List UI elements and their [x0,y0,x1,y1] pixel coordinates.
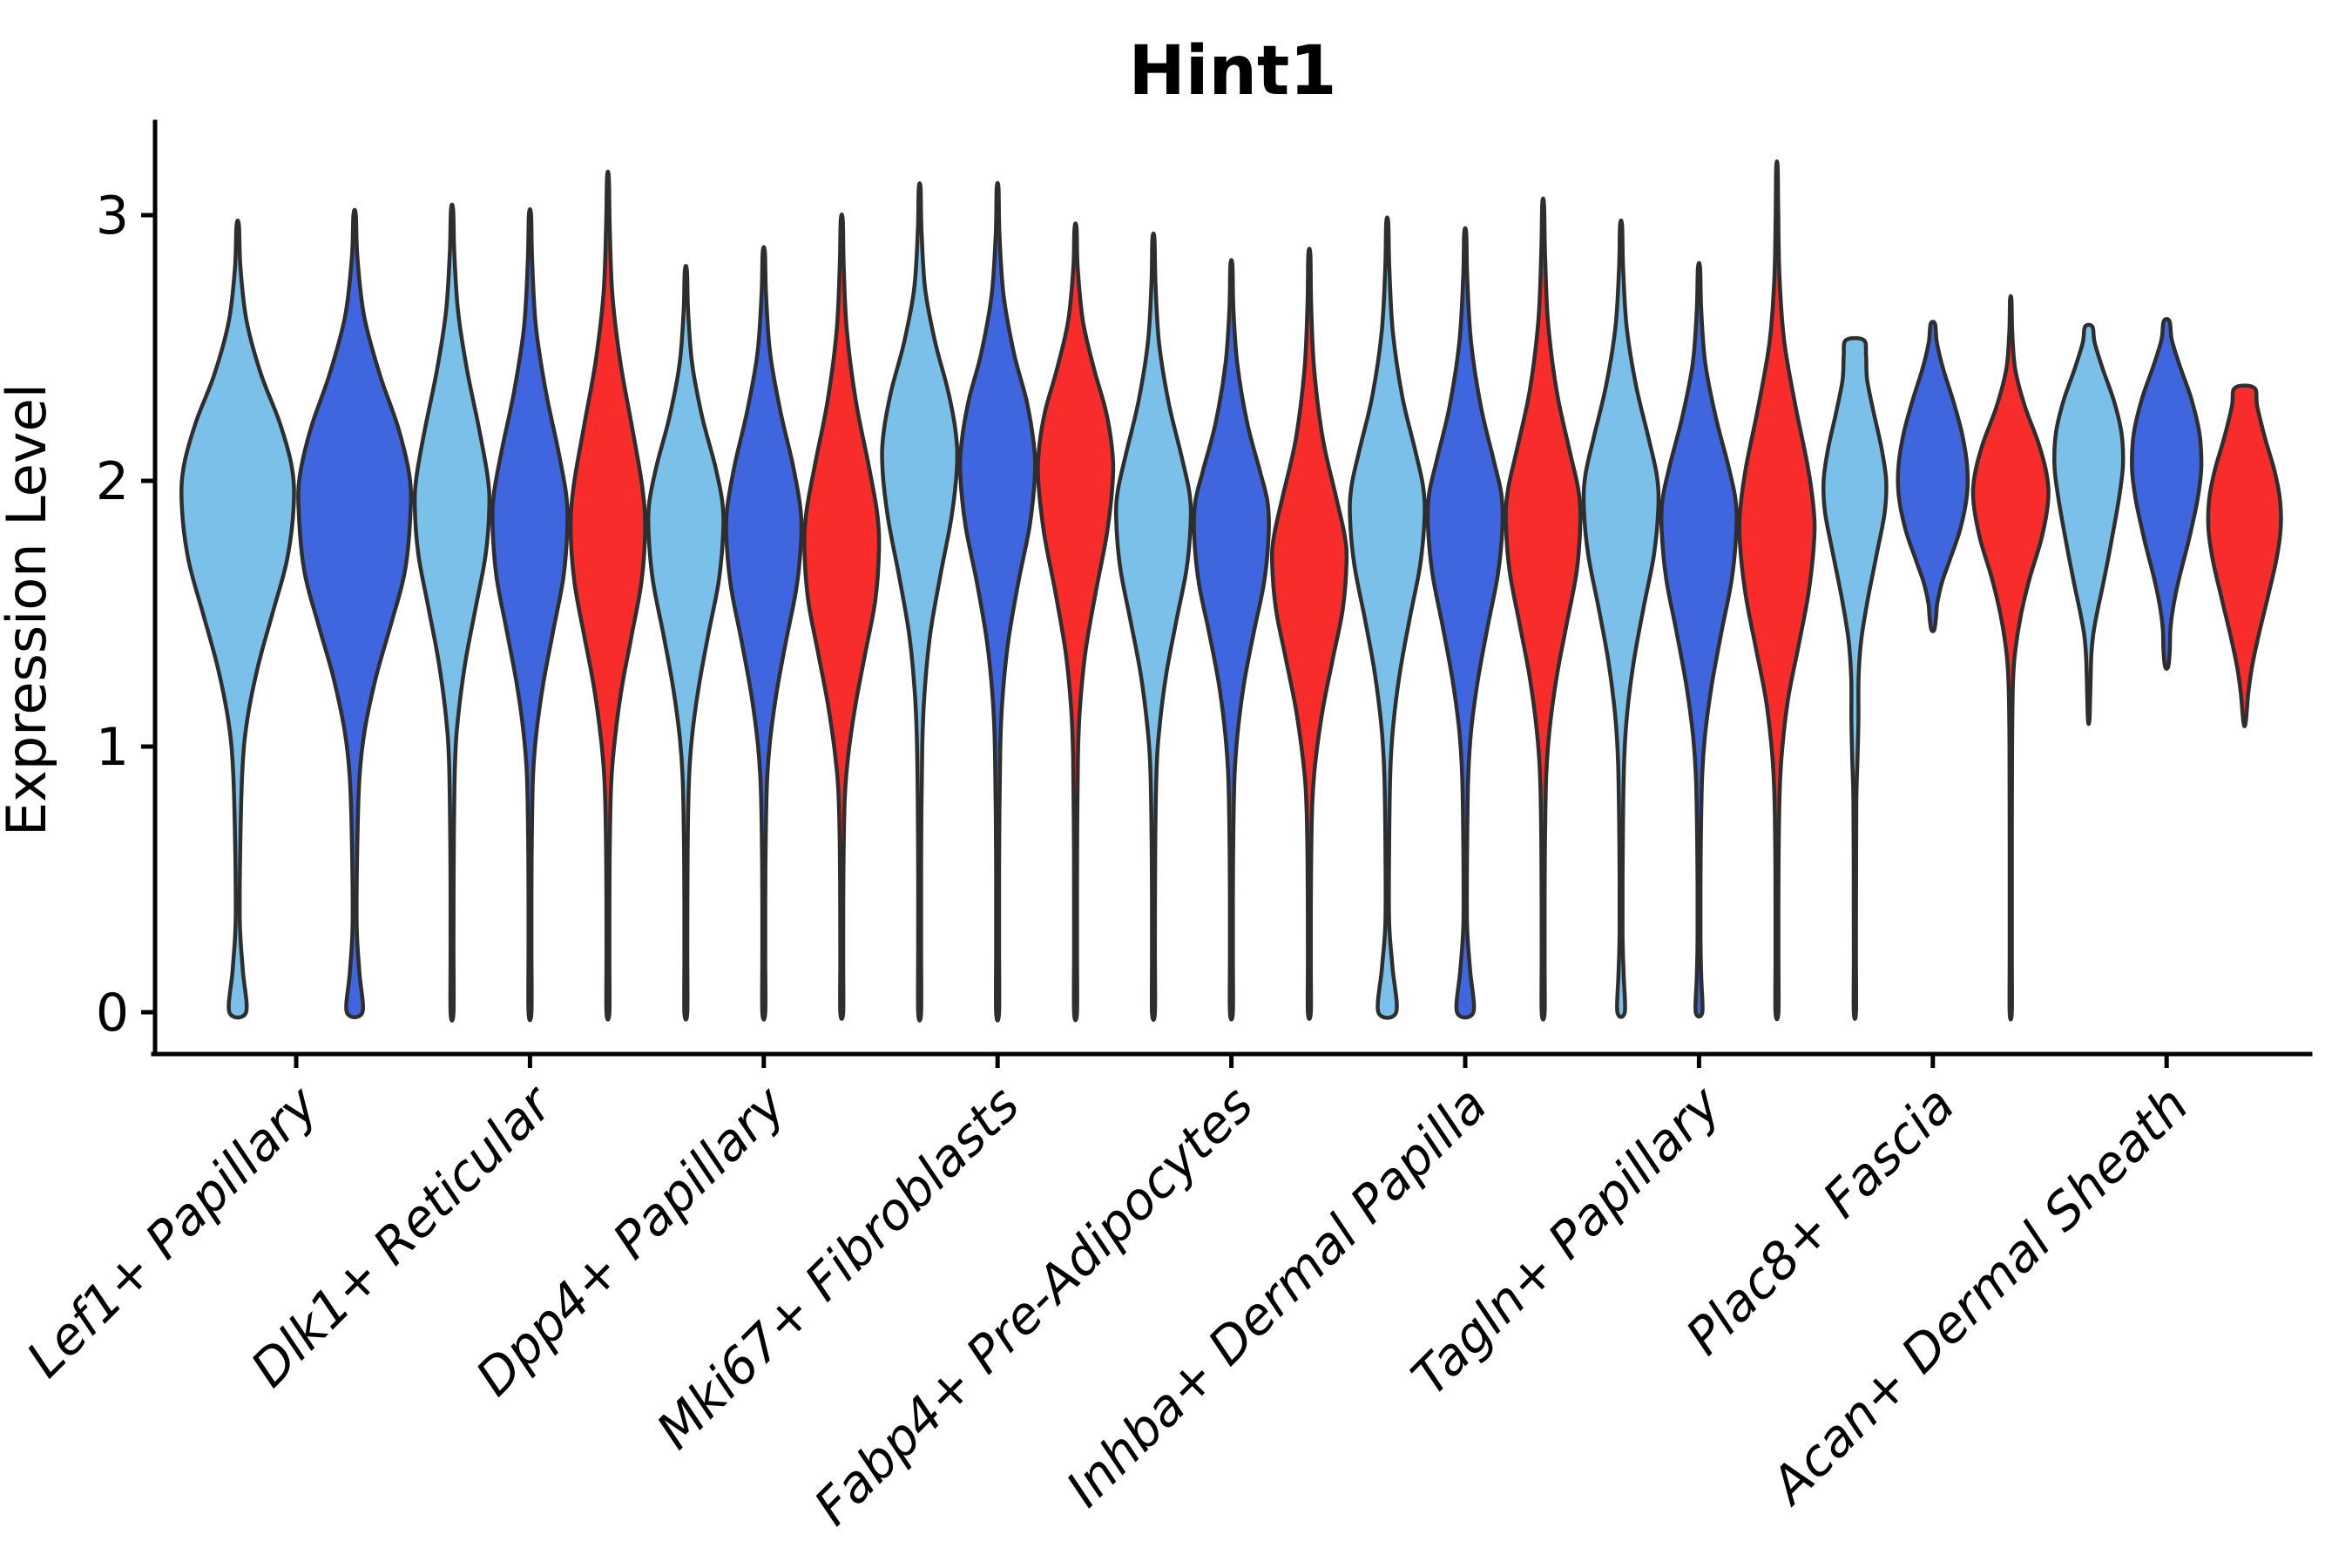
axes: 0 1 2 3 [96,119,2313,1057]
y-tick-label: 1 [96,717,129,778]
violin-light_blue [880,181,960,1023]
violin-royal_blue [1192,258,1271,1022]
violin-red [1036,221,1116,1023]
chart-title: Hint1 [1128,32,1336,111]
violins-layer [179,159,2283,1023]
violin-royal_blue [724,245,804,1022]
violin-light_blue [1113,231,1193,1023]
violin-light_blue [1348,215,1427,1020]
violin-light_blue [645,264,726,1022]
violin-light_blue [1821,335,1889,1021]
y-tick-label: 2 [96,451,129,512]
violin-red [1737,159,1817,1022]
violin-red [2206,383,2283,728]
violin-royal_blue [1425,226,1505,1020]
y-axis-label: Expression Level [0,383,58,836]
violin-royal_blue [2130,317,2204,671]
violin-red [1504,196,1583,1022]
violin-royal_blue [490,206,570,1023]
violin-red [568,169,647,1022]
x-tick-label: Acan+ Dermal Sheath [1757,1075,2200,1517]
x-tick-label: Inhba+ Dermal Papilla [1055,1075,1498,1518]
violin-red [1269,247,1349,1021]
violin-light_blue [412,202,492,1023]
violin-royal_blue [296,207,414,1019]
y-tick-label: 3 [96,186,129,247]
y-tick-label: 0 [96,983,129,1044]
violin-royal_blue [957,180,1037,1023]
violin-red [1970,294,2051,1022]
violin-light_blue [179,218,296,1020]
x-tick-label: Fabp4+ Pre-Adipocytes [802,1075,1264,1537]
violin-royal_blue [1896,320,1970,633]
violin-red [802,213,882,1021]
violin-light_blue [1581,218,1661,1019]
violin-royal_blue [1659,260,1739,1019]
violin-light_blue [2052,322,2126,727]
